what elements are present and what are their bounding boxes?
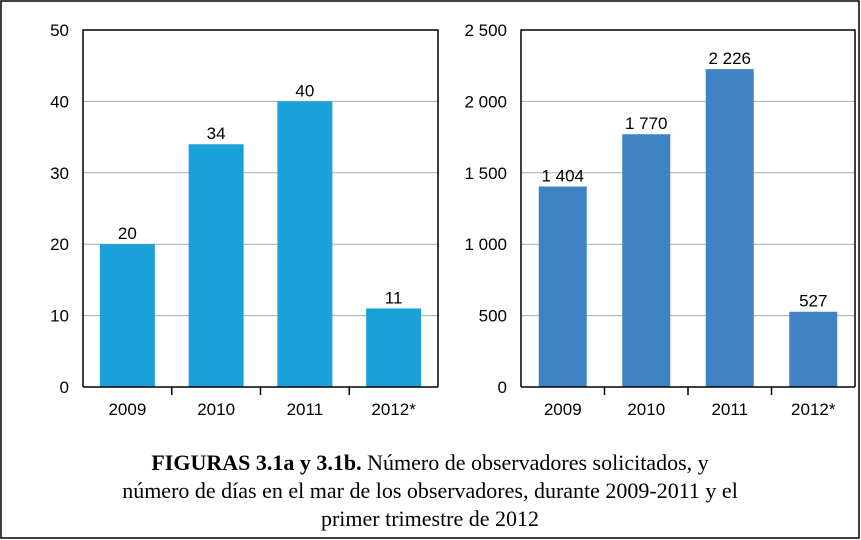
y-tick-label: 30 <box>50 164 69 183</box>
x-tick-label: 2012* <box>791 400 836 419</box>
x-tick-label: 2011 <box>287 400 324 419</box>
y-tick-label: 1 500 <box>464 164 507 183</box>
y-tick-label: 0 <box>498 378 507 397</box>
y-tick-label: 40 <box>50 92 69 111</box>
x-tick-label: 2009 <box>108 400 146 419</box>
bar <box>622 134 671 387</box>
caption-text: Número de observadores solicitados, y <box>367 450 709 475</box>
x-tick-label: 2010 <box>197 400 235 419</box>
value-label: 40 <box>295 81 314 100</box>
caption-label: FIGURAS 3.1a y 3.1b. <box>151 450 361 475</box>
value-label: 2 226 <box>708 49 751 68</box>
plot-frame <box>520 29 856 387</box>
y-tick-label: 2 000 <box>464 92 507 111</box>
x-tick-label: 2011 <box>711 400 748 419</box>
bar <box>188 144 244 387</box>
caption-line: primer trimestre de 2012 <box>321 506 539 531</box>
bar <box>99 244 155 387</box>
x-tick-label: 2010 <box>627 400 665 419</box>
caption-line: FIGURAS 3.1a y 3.1b. Número de observado… <box>151 450 708 475</box>
value-label: 527 <box>799 292 827 311</box>
bar <box>538 186 587 387</box>
value-label: 20 <box>118 224 137 243</box>
y-tick-label: 20 <box>50 235 69 254</box>
y-tick-label: 0 <box>60 378 69 397</box>
plot-frame <box>82 29 439 387</box>
y-tick-label: 50 <box>50 21 69 40</box>
bar <box>789 311 838 387</box>
y-tick-label: 10 <box>50 307 69 326</box>
value-label: 11 <box>385 288 403 307</box>
y-tick-label: 500 <box>479 307 507 326</box>
value-label: 34 <box>207 124 226 143</box>
x-tick-label: 2009 <box>544 400 582 419</box>
value-label: 1 770 <box>625 114 668 133</box>
bar <box>277 101 333 388</box>
bar <box>705 69 754 387</box>
value-label: 1 404 <box>541 167 584 186</box>
x-tick-label: 2012* <box>371 400 416 419</box>
caption-line: número de días en el mar de los observad… <box>122 478 738 503</box>
y-tick-label: 1 000 <box>464 235 507 254</box>
y-tick-label: 2 500 <box>464 21 507 40</box>
bar <box>366 308 422 387</box>
